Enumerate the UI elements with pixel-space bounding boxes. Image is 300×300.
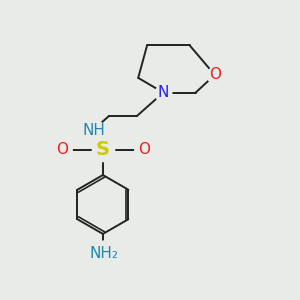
- Text: O: O: [56, 142, 68, 158]
- Text: N: N: [158, 85, 169, 100]
- Text: S: S: [96, 140, 110, 160]
- Text: O: O: [209, 68, 221, 82]
- Text: NH: NH: [82, 123, 106, 138]
- Text: O: O: [138, 142, 150, 158]
- Text: NH₂: NH₂: [90, 246, 119, 261]
